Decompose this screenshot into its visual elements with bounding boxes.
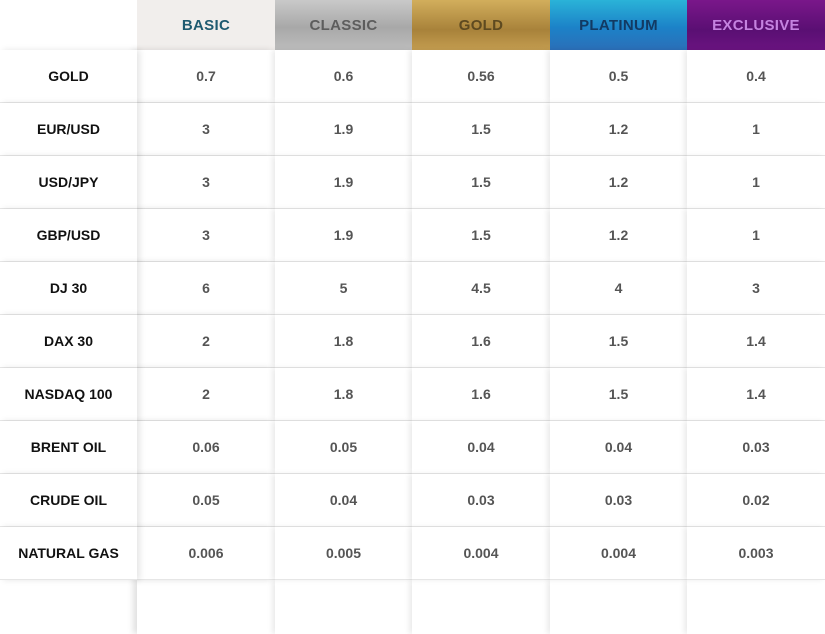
spread-cell: 2 xyxy=(137,315,275,368)
spread-cell: 6 xyxy=(137,262,275,315)
spread-cell: 0.006 xyxy=(137,527,275,580)
spread-cell: 1.8 xyxy=(275,368,412,421)
spread-cell: 1.4 xyxy=(687,315,825,368)
instrument-label: USD/JPY xyxy=(0,156,137,209)
spread-cell: 0.04 xyxy=(550,421,687,474)
tier-header-gold: GOLD xyxy=(412,0,550,50)
spread-cell: 1 xyxy=(687,103,825,156)
spread-cell: 0.02 xyxy=(687,474,825,527)
tier-header-classic: CLASSIC xyxy=(275,0,412,50)
spread-cell: 0.004 xyxy=(550,527,687,580)
spread-cell: 1.6 xyxy=(412,315,550,368)
spread-cell: 0.04 xyxy=(275,474,412,527)
spread-cell: 3 xyxy=(137,103,275,156)
spread-cell: 1.5 xyxy=(550,368,687,421)
spread-cell: 1.9 xyxy=(275,156,412,209)
spread-cell: 0.7 xyxy=(137,50,275,103)
spread-cell: 1.2 xyxy=(550,103,687,156)
spread-cell: 1.6 xyxy=(412,368,550,421)
spread-cell: 4 xyxy=(550,262,687,315)
spread-cell: 1.9 xyxy=(275,103,412,156)
spread-cell: 1 xyxy=(687,156,825,209)
instrument-label: DAX 30 xyxy=(0,315,137,368)
spread-cell: 3 xyxy=(687,262,825,315)
tier-header-exclusive: EXCLUSIVE xyxy=(687,0,825,50)
spread-cell: 2 xyxy=(137,368,275,421)
instrument-label: DJ 30 xyxy=(0,262,137,315)
spread-cell: 1 xyxy=(687,209,825,262)
spread-cell: 0.05 xyxy=(275,421,412,474)
spread-cell: 5 xyxy=(275,262,412,315)
tier-header-platinum: PLATINUM xyxy=(550,0,687,50)
column-footer-spacer xyxy=(275,580,412,634)
instrument-label: EUR/USD xyxy=(0,103,137,156)
spread-cell: 1.9 xyxy=(275,209,412,262)
spread-cell: 0.03 xyxy=(550,474,687,527)
spread-cell: 0.005 xyxy=(275,527,412,580)
instrument-label: GOLD xyxy=(0,50,137,103)
column-footer-spacer xyxy=(550,580,687,634)
instrument-label: CRUDE OIL xyxy=(0,474,137,527)
column-footer-spacer xyxy=(137,580,275,634)
column-footer-spacer xyxy=(412,580,550,634)
spread-cell: 0.05 xyxy=(137,474,275,527)
spread-cell: 1.4 xyxy=(687,368,825,421)
spread-cell: 1.5 xyxy=(412,209,550,262)
spread-cell: 1.5 xyxy=(412,156,550,209)
spread-cell: 0.03 xyxy=(412,474,550,527)
instrument-label: NATURAL GAS xyxy=(0,527,137,580)
spread-cell: 0.03 xyxy=(687,421,825,474)
table-corner xyxy=(0,0,137,50)
spread-cell: 4.5 xyxy=(412,262,550,315)
spread-cell: 1.5 xyxy=(412,103,550,156)
spread-cell: 1.5 xyxy=(550,315,687,368)
spread-cell: 0.04 xyxy=(412,421,550,474)
spread-cell: 1.2 xyxy=(550,209,687,262)
instrument-label: GBP/USD xyxy=(0,209,137,262)
spread-cell: 0.004 xyxy=(412,527,550,580)
spread-cell: 3 xyxy=(137,209,275,262)
tier-header-basic: BASIC xyxy=(137,0,275,50)
spread-cell: 1.8 xyxy=(275,315,412,368)
spread-cell: 0.4 xyxy=(687,50,825,103)
spread-cell: 0.003 xyxy=(687,527,825,580)
instrument-label: NASDAQ 100 xyxy=(0,368,137,421)
spread-cell: 3 xyxy=(137,156,275,209)
table-footer-spacer xyxy=(0,580,137,634)
spread-cell: 1.2 xyxy=(550,156,687,209)
spread-cell: 0.6 xyxy=(275,50,412,103)
column-footer-spacer xyxy=(687,580,825,634)
instrument-label: BRENT OIL xyxy=(0,421,137,474)
spread-cell: 0.56 xyxy=(412,50,550,103)
spread-cell: 0.5 xyxy=(550,50,687,103)
spread-cell: 0.06 xyxy=(137,421,275,474)
